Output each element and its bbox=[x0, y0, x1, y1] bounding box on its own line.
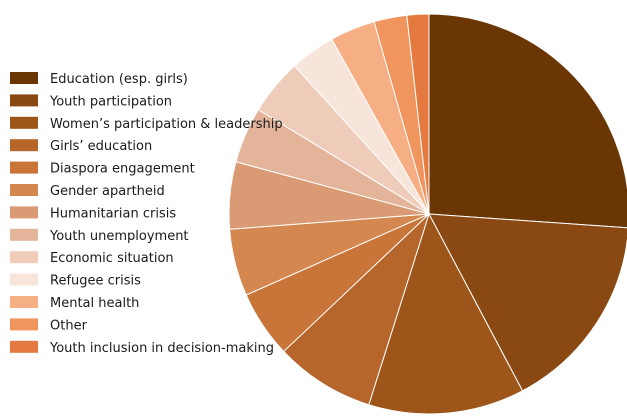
legend-swatch bbox=[10, 206, 38, 219]
legend-entry: Girls’ education bbox=[10, 139, 152, 154]
legend-label: Gender apartheid bbox=[50, 184, 165, 199]
legend-swatch bbox=[10, 161, 38, 174]
legend-label: Other bbox=[50, 318, 88, 333]
pie-slice-1 bbox=[428, 13, 627, 229]
legend-label: Women’s participation & leadership bbox=[50, 117, 283, 132]
legend-swatch bbox=[10, 72, 38, 84]
legend-entry: Humanitarian crisis bbox=[10, 206, 176, 221]
legend-entry: Youth participation bbox=[10, 94, 172, 109]
legend-swatch bbox=[10, 340, 38, 353]
legend-swatch bbox=[10, 228, 38, 241]
legend-entry: Diaspora engagement bbox=[10, 161, 195, 177]
legend-swatch bbox=[10, 184, 38, 196]
legend-label: Diaspora engagement bbox=[50, 162, 195, 177]
legend-label: Economic situation bbox=[50, 251, 174, 266]
legend-label: Girls’ education bbox=[50, 139, 152, 154]
pie-slice-3 bbox=[368, 212, 524, 415]
legend-entry: Youth inclusion in decision-making bbox=[10, 340, 274, 356]
legend-swatch bbox=[10, 318, 38, 331]
legend-swatch bbox=[10, 296, 38, 308]
pie-slice-2 bbox=[428, 213, 627, 392]
legend-swatch bbox=[10, 251, 38, 264]
pie-slices bbox=[228, 13, 627, 415]
legend-entry: Women’s participation & leadership bbox=[10, 116, 283, 132]
legend-entry: Refugee crisis bbox=[10, 273, 141, 289]
legend-entry: Other bbox=[10, 318, 88, 333]
legend-label: Refugee crisis bbox=[50, 274, 141, 289]
legend-label: Youth inclusion in decision-making bbox=[49, 341, 274, 356]
legend-swatch bbox=[10, 116, 38, 129]
legend: Education (esp. girls) Youth participatio… bbox=[10, 72, 283, 356]
legend-entry: Education (esp. girls) bbox=[10, 72, 188, 87]
pie-slice-4 bbox=[282, 212, 431, 406]
legend-swatch bbox=[10, 139, 38, 152]
legend-swatch bbox=[10, 94, 38, 107]
legend-swatch bbox=[10, 273, 38, 286]
legend-label: Education (esp. girls) bbox=[50, 72, 188, 87]
legend-entry: Mental health bbox=[10, 296, 139, 311]
legend-label: Youth unemployment bbox=[49, 229, 189, 244]
legend-label: Humanitarian crisis bbox=[50, 206, 176, 221]
legend-entry: Youth unemployment bbox=[10, 228, 189, 244]
legend-label: Youth participation bbox=[49, 94, 172, 109]
pie-slice-13 bbox=[406, 13, 430, 215]
legend-label: Mental health bbox=[50, 296, 139, 311]
legend-entry: Gender apartheid bbox=[10, 184, 165, 199]
legend-entry: Economic situation bbox=[10, 251, 174, 266]
